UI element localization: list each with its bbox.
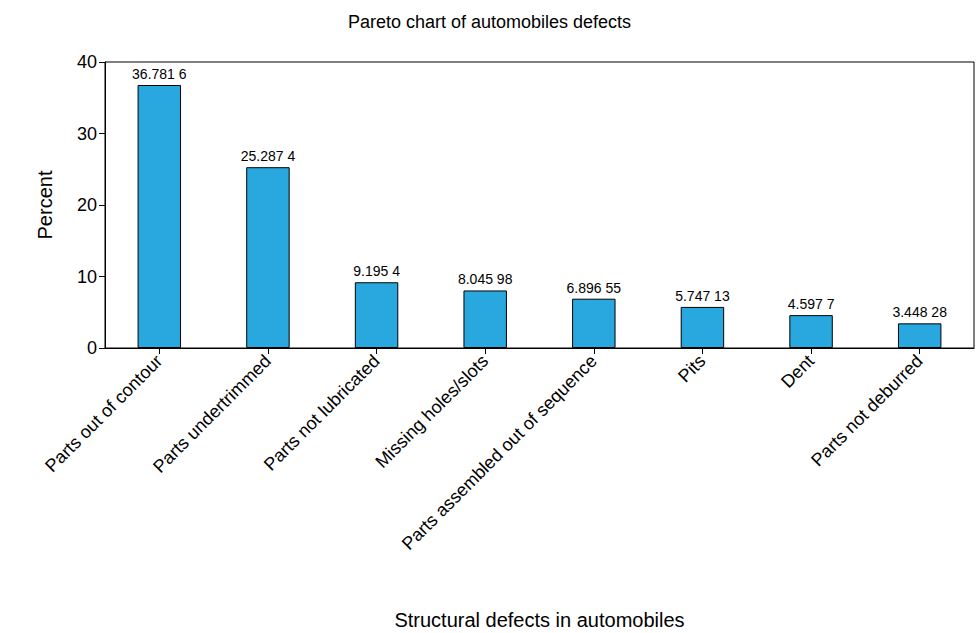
svg-text:Parts not deburred: Parts not deburred bbox=[807, 351, 926, 470]
svg-text:40: 40 bbox=[77, 52, 97, 72]
svg-text:Pits: Pits bbox=[674, 351, 709, 386]
svg-text:36.781 6: 36.781 6 bbox=[132, 66, 187, 82]
svg-text:0: 0 bbox=[87, 338, 97, 358]
svg-text:Parts undertrimmed: Parts undertrimmed bbox=[149, 351, 275, 477]
svg-text:Parts not lubricated: Parts not lubricated bbox=[260, 351, 384, 475]
svg-text:Dent: Dent bbox=[777, 351, 818, 392]
svg-text:Structural defects in automobi: Structural defects in automobiles bbox=[394, 609, 684, 631]
svg-text:Missing holes/slots: Missing holes/slots bbox=[371, 351, 492, 472]
svg-text:Pareto chart of automobiles de: Pareto chart of automobiles defects bbox=[348, 12, 631, 32]
svg-text:Percent: Percent bbox=[34, 170, 56, 239]
svg-text:8.045 98: 8.045 98 bbox=[458, 271, 513, 287]
svg-text:20: 20 bbox=[77, 195, 97, 215]
svg-text:3.448 28: 3.448 28 bbox=[892, 304, 947, 320]
svg-text:10: 10 bbox=[77, 267, 97, 287]
svg-text:6.896 55: 6.896 55 bbox=[567, 280, 622, 296]
svg-text:25.287 4: 25.287 4 bbox=[241, 148, 296, 164]
svg-text:9.195 4: 9.195 4 bbox=[353, 263, 400, 279]
svg-text:30: 30 bbox=[77, 124, 97, 144]
svg-text:Parts assembled out of sequenc: Parts assembled out of sequence bbox=[398, 351, 601, 554]
svg-text:5.747 13: 5.747 13 bbox=[675, 288, 730, 304]
svg-text:4.597 7: 4.597 7 bbox=[788, 296, 835, 312]
svg-text:Parts out of contour: Parts out of contour bbox=[41, 351, 166, 476]
